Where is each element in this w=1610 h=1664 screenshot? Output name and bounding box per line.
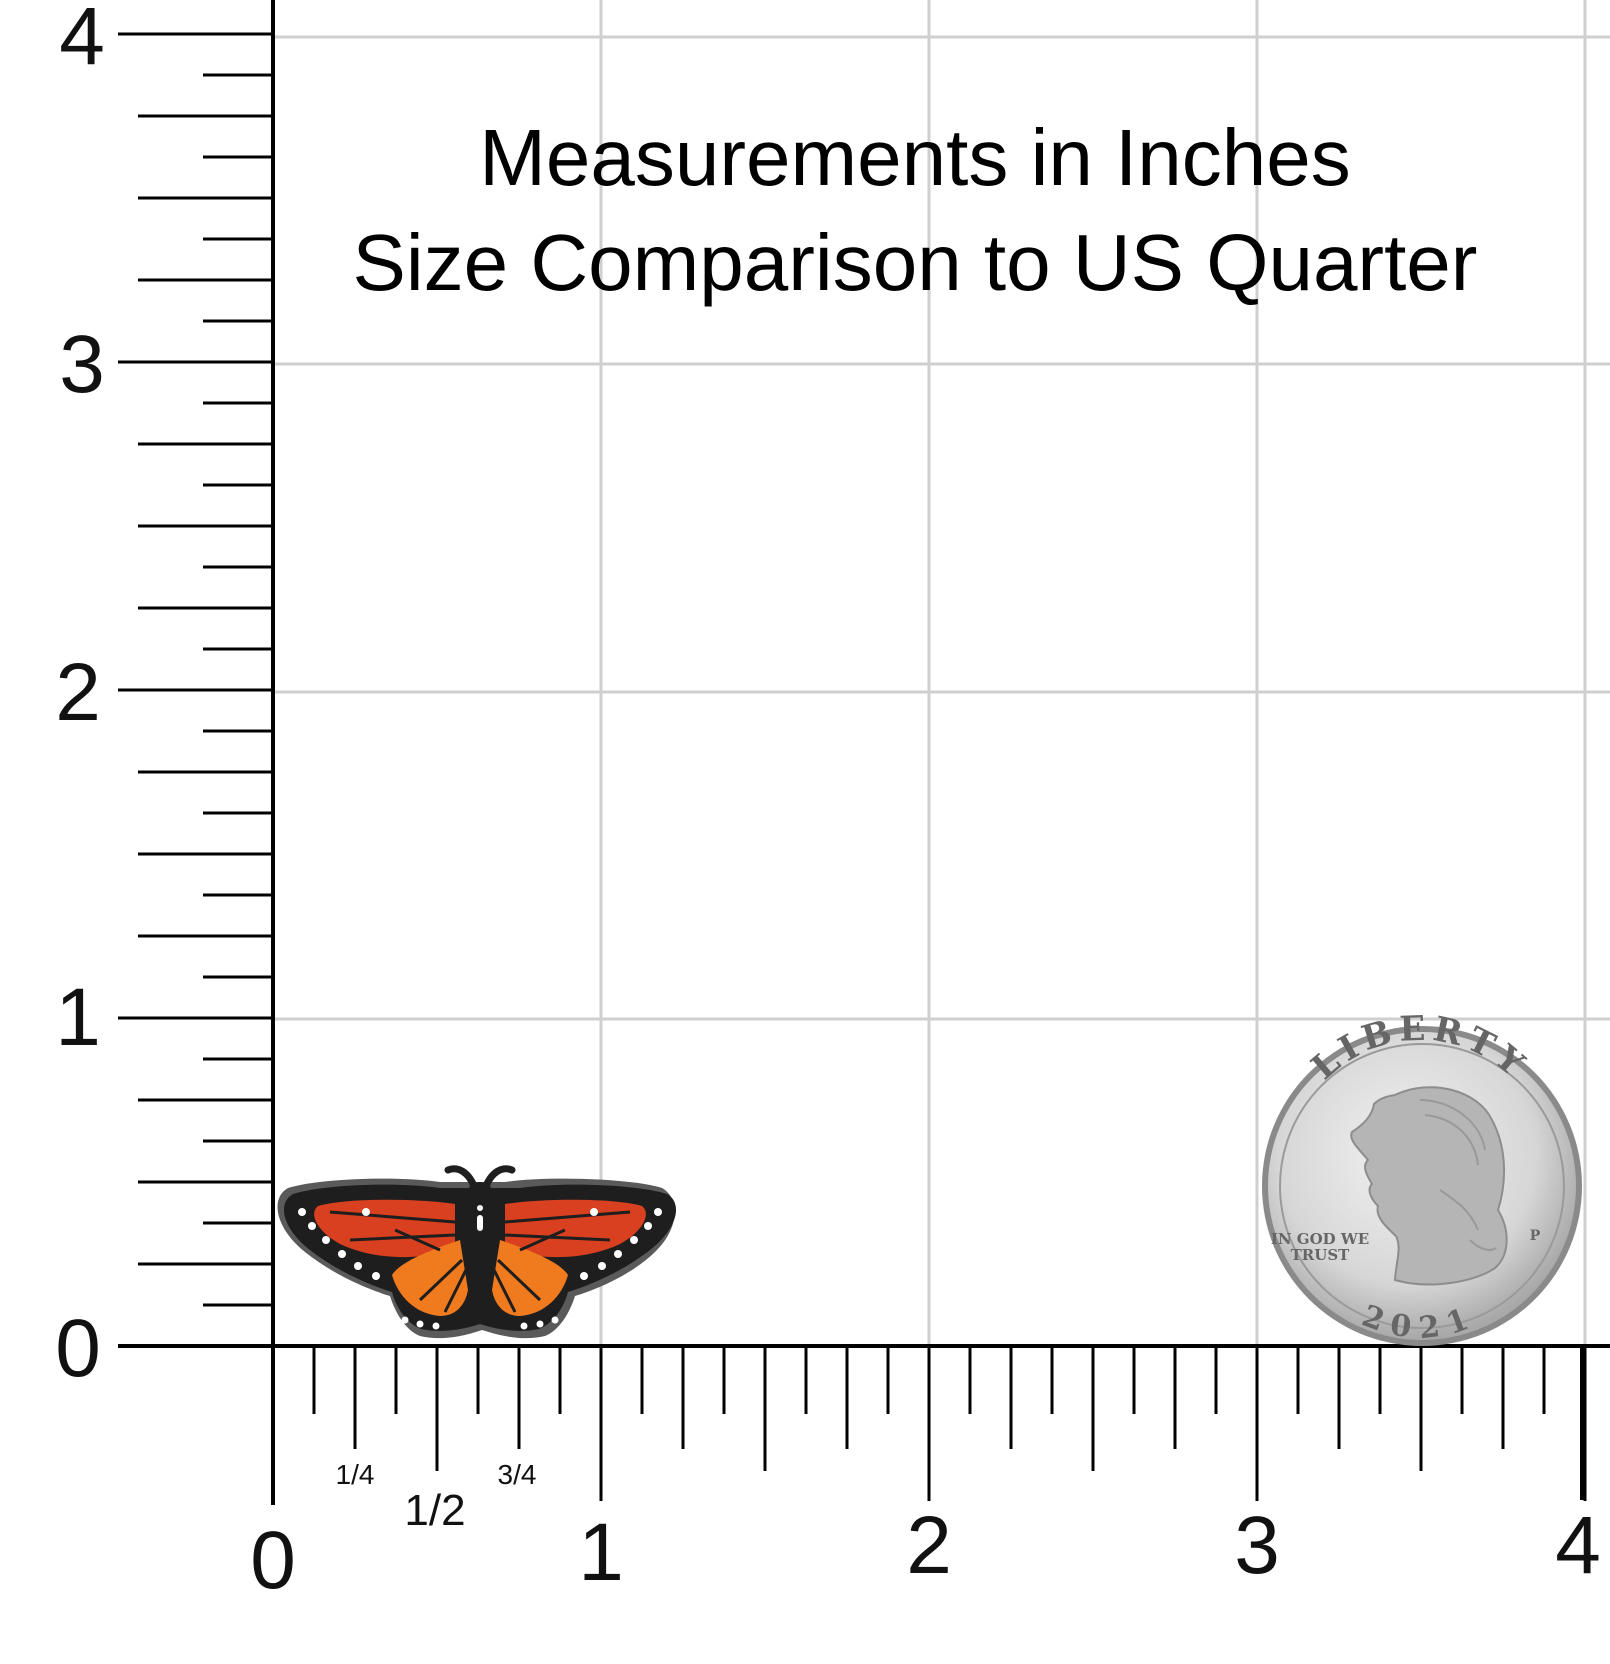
us-quarter-image: LIBERTY IN GOD WE TRUST P 2021: [1262, 1009, 1582, 1346]
y-label-1: 1: [55, 972, 101, 1063]
butterfly-antennae: [444, 1165, 516, 1190]
x-label-3: 3: [1234, 1500, 1280, 1591]
x-fraction-half: 1/2: [404, 1486, 465, 1535]
x-label-4: 4: [1555, 1500, 1601, 1591]
y-label-2: 2: [55, 647, 101, 738]
y-label-3: 3: [59, 319, 105, 410]
butterfly-body: [470, 1193, 490, 1317]
butterfly-right-hindwing: [492, 1240, 568, 1316]
y-label-0: 0: [55, 1303, 101, 1394]
x-label-2: 2: [906, 1500, 952, 1591]
butterfly-veins: [329, 1210, 631, 1313]
x-axis-ticks: [312, 1346, 1587, 1501]
quarter-motto-line-2: TRUST: [1291, 1246, 1351, 1264]
x-label-0: 0: [250, 1515, 296, 1606]
quarter-mint-mark: P: [1530, 1228, 1541, 1244]
x-label-1: 1: [578, 1507, 624, 1598]
butterfly-white-spots: [298, 1208, 662, 1330]
y-label-4: 4: [59, 0, 105, 82]
x-fraction-three-quarter: 3/4: [498, 1459, 537, 1490]
quarter-motto-line-1: IN GOD WE: [1271, 1230, 1369, 1248]
title-line-1: Measurements in Inches: [479, 113, 1351, 202]
quarter-inner-ring: [1279, 1043, 1565, 1329]
quarter-hair-detail: [1419, 1099, 1497, 1251]
butterfly-left-hindwing: [392, 1240, 468, 1316]
x-fraction-quarter: 1/4: [336, 1459, 375, 1490]
title-line-2: Size Comparison to US Quarter: [353, 218, 1478, 307]
y-axis-ticks: [118, 32, 273, 1307]
grid: [273, 0, 1610, 1345]
butterfly-pin-image: [277, 1165, 677, 1339]
